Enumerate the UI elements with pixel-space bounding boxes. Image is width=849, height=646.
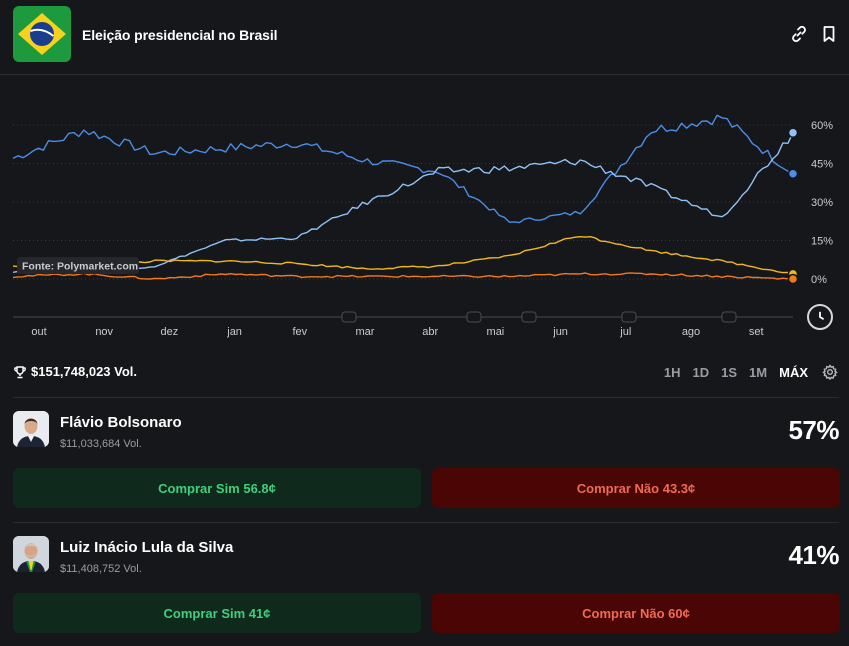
avatar-flavio [13, 411, 49, 447]
x-tick-label: jan [226, 326, 242, 338]
range-selector: 1H 1D 1S 1M MÁX [652, 364, 838, 381]
buy-no-button[interactable]: Comprar Não 60¢ [432, 593, 840, 633]
bookmark-icon[interactable] [819, 24, 839, 44]
y-tick-label: 45% [811, 159, 833, 171]
range-1h[interactable]: 1H [663, 364, 681, 380]
x-tick-label: abr [422, 326, 438, 338]
avatar-lula [13, 536, 49, 572]
x-tick-label: ago [682, 326, 700, 338]
x-tick-label: jun [552, 326, 568, 338]
series-line [12, 272, 794, 280]
x-tick-label: fev [292, 326, 307, 338]
market-header: Eleição presidencial no Brasil [0, 0, 849, 75]
candidate-name: Luiz Inácio Lula da Silva [60, 539, 234, 556]
candidate-volume: $11,033,684 Vol. [60, 438, 142, 450]
candidate-percent: 41% [788, 540, 839, 570]
settings-gear-icon[interactable] [822, 364, 838, 381]
candidate-volume: $11,408,752 Vol. [60, 563, 142, 575]
x-tick-label: mai [487, 326, 505, 338]
chart-source-label: Fonte: Polymarket.com [17, 257, 139, 274]
timeline-marker[interactable] [521, 311, 537, 323]
range-1d[interactable]: 1D [692, 364, 710, 380]
x-tick-label: jul [619, 326, 631, 338]
total-volume-value: $151,748,023 Vol. [31, 364, 138, 379]
candidate-row-lula: Luiz Inácio Lula da Silva $11,408,752 Vo… [13, 536, 840, 646]
series-end-point [787, 127, 799, 138]
timeline-marker[interactable] [341, 311, 357, 323]
chart-source-text: Fonte: Polymarket.com [22, 261, 138, 273]
x-tick-label: dez [161, 326, 179, 338]
range-1m[interactable]: 1M [749, 364, 768, 380]
trophy-icon [14, 365, 26, 378]
series-line [12, 236, 794, 275]
candidate-percent: 57% [788, 415, 839, 445]
series-end-point [787, 273, 799, 285]
timeline-marker[interactable] [621, 311, 637, 323]
y-tick-label: 30% [811, 197, 833, 209]
timeline-marker[interactable] [721, 311, 737, 323]
buy-yes-button[interactable]: Comprar Sim 41¢ [13, 593, 421, 633]
range-1s[interactable]: 1S [721, 364, 738, 380]
divider [13, 522, 839, 523]
divider [13, 397, 839, 398]
page-title: Eleição presidencial no Brasil [82, 27, 278, 43]
candidate-row-flavio: Flávio Bolsonaro $11,033,684 Vol. 57% Co… [13, 411, 840, 521]
price-chart[interactable]: 60% 45% 30% 15% 0% out nov dez jan fev mar abr mai ju… [0, 75, 849, 350]
y-tick-label: 60% [811, 120, 833, 132]
clock-icon[interactable] [807, 304, 833, 330]
buy-yes-button[interactable]: Comprar Sim 56.8¢ [13, 468, 421, 508]
buy-no-button[interactable]: Comprar Não 43.3¢ [432, 468, 840, 508]
timeline-marker[interactable] [466, 311, 482, 323]
link-icon[interactable] [789, 24, 809, 44]
series-end-point [787, 168, 799, 180]
y-tick-label: 15% [811, 236, 833, 248]
x-tick-label: mar [356, 326, 375, 338]
x-tick-label: nov [95, 326, 113, 338]
x-tick-label: out [31, 326, 46, 338]
candidate-name: Flávio Bolsonaro [60, 414, 182, 431]
total-volume: $151,748,023 Vol. [13, 364, 137, 379]
series-line [12, 114, 794, 224]
series-line [12, 132, 794, 273]
y-tick-label: 0% [811, 274, 827, 286]
range-max[interactable]: MÁX [779, 364, 808, 380]
x-tick-label: set [749, 326, 764, 338]
brazil-flag-icon [13, 6, 71, 62]
